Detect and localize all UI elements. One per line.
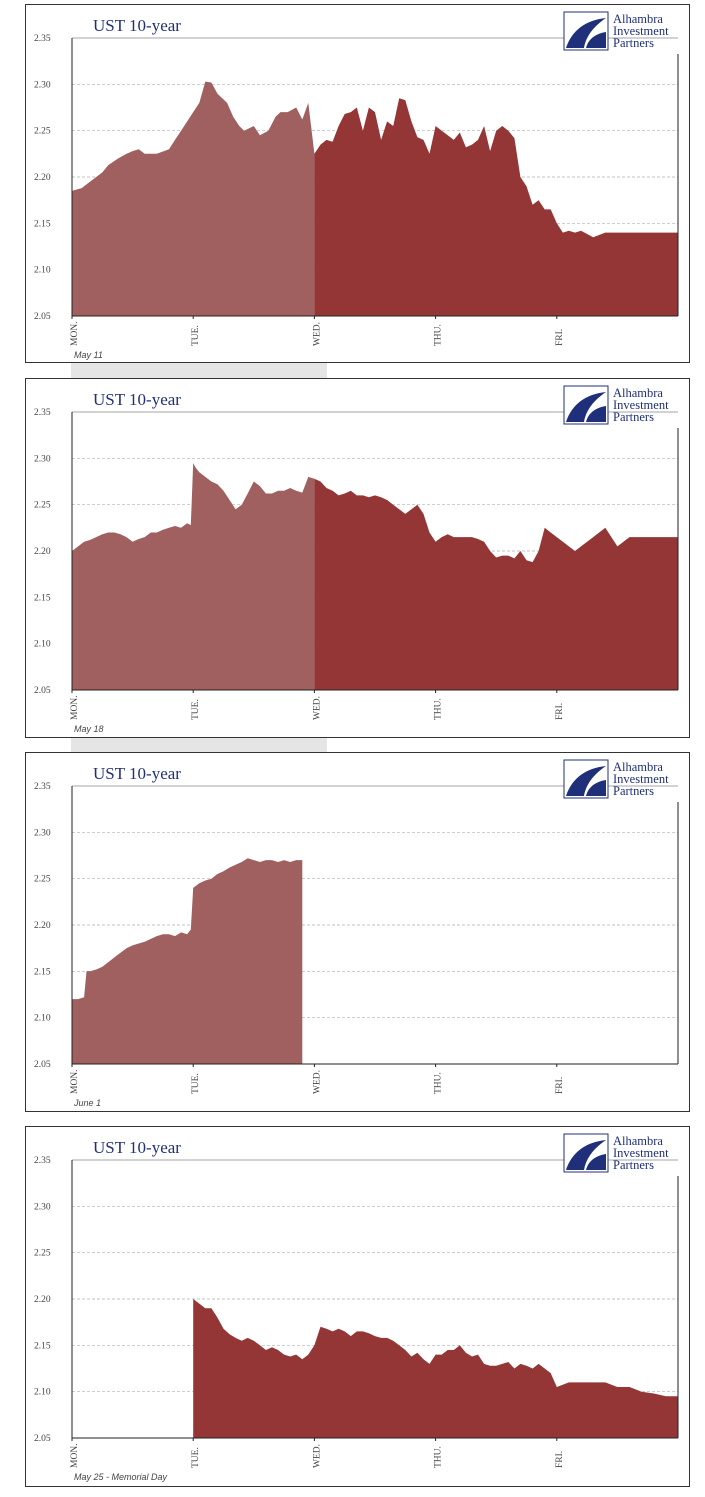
x-tick-label: MON. — [70, 1443, 80, 1468]
alhambra-crescent-logo-icon — [563, 385, 609, 425]
area-series-2 — [314, 478, 678, 690]
y-tick-label: 2.35 — [34, 782, 51, 792]
y-tick-label: 2.25 — [34, 501, 51, 511]
y-tick-label: 2.30 — [34, 454, 51, 464]
x-tick-label: WED. — [312, 1070, 322, 1094]
logo-text-line3: Partners — [613, 1158, 654, 1172]
y-tick-label: 2.20 — [34, 173, 51, 183]
x-tick-label: FRI. — [555, 703, 565, 720]
chart-svg-may-18: 2.35 2.30 2.25 2.20 2.15 2.10 2.05 MON. TUE. WED.… — [34, 385, 679, 734]
logo-text-line2: Investment — [613, 24, 669, 38]
x-tick-label: TUE. — [191, 699, 201, 720]
y-tick-label: 2.25 — [34, 127, 51, 137]
x-tick-label: THU. — [434, 324, 444, 346]
week-date-label: May 25 - Memorial Day — [74, 1472, 168, 1482]
area-series-1 — [72, 81, 315, 316]
y-tick-label: 2.20 — [34, 1295, 51, 1305]
y-tick-label: 2.35 — [34, 34, 51, 44]
x-tick-label: THU. — [434, 1072, 444, 1094]
y-tick-label: 2.10 — [34, 1014, 51, 1024]
y-tick-label: 2.25 — [34, 875, 51, 885]
y-tick-label: 2.10 — [34, 1388, 51, 1398]
chart-svg-june-1: 2.35 2.30 2.25 2.20 2.15 2.10 2.05 MON. TUE. WED.… — [34, 759, 679, 1108]
chart-panel-3: 2.35 2.30 2.25 2.20 2.15 2.10 2.05 MON. TUE. WED.… — [25, 752, 690, 1112]
x-tick-label: FRI. — [555, 1451, 565, 1468]
logo-crescent-shape — [566, 18, 606, 48]
x-tick-label: FRI. — [555, 329, 565, 346]
y-tick-label: 2.05 — [34, 686, 51, 696]
y-tick-label: 2.25 — [34, 1249, 51, 1259]
logo-lower-shape — [586, 780, 606, 796]
area-series-1 — [72, 858, 303, 1064]
week-date-label: June 1 — [73, 1098, 101, 1108]
x-tick-label: WED. — [312, 1444, 322, 1468]
logo-lower-shape — [586, 1154, 606, 1170]
x-tick-label: TUE. — [191, 325, 201, 346]
y-tick-label: 2.35 — [34, 1156, 51, 1166]
y-tick-label: 2.20 — [34, 921, 51, 931]
y-tick-label: 2.35 — [34, 408, 51, 418]
chart-panel-1: 2.35 2.30 2.25 2.20 2.15 2.10 2.05 MON. TUE. WED.… — [25, 4, 690, 363]
logo-text-line2: Investment — [613, 772, 669, 786]
y-tick-label: 2.10 — [34, 640, 51, 650]
logo-lower-shape — [586, 406, 606, 422]
chart-title: UST 10-year — [93, 16, 181, 35]
y-tick-label: 2.30 — [34, 80, 51, 90]
chart-title: UST 10-year — [93, 1138, 181, 1157]
logo-crescent-shape — [566, 1140, 606, 1170]
logo-text-line1: Alhambra — [613, 12, 663, 26]
logo-text-line3: Partners — [613, 36, 654, 50]
x-tick-label: THU. — [434, 698, 444, 720]
x-tick-label: THU. — [434, 1446, 444, 1468]
x-tick-label: TUE. — [191, 1073, 201, 1094]
y-tick-label: 2.15 — [34, 593, 51, 603]
x-tick-label: TUE. — [191, 1447, 201, 1468]
logo-lower-shape — [586, 32, 606, 48]
x-tick-label: MON. — [70, 1069, 80, 1094]
chart-panel-2: 2.35 2.30 2.25 2.20 2.15 2.10 2.05 MON. TUE. WED.… — [25, 378, 690, 738]
chart-title: UST 10-year — [93, 764, 181, 783]
x-tick-label: WED. — [312, 322, 322, 346]
y-tick-label: 2.30 — [34, 828, 51, 838]
y-tick-label: 2.05 — [34, 1060, 51, 1070]
logo-crescent-shape — [566, 766, 606, 796]
logo-text-line3: Partners — [613, 410, 654, 424]
chart-svg-may-11: 2.35 2.30 2.25 2.20 2.15 2.10 2.05 MON. TUE. WED.… — [34, 11, 679, 360]
alhambra-crescent-logo-icon — [563, 1133, 609, 1173]
alhambra-crescent-logo-icon — [563, 11, 609, 51]
area-series-1 — [193, 1299, 678, 1438]
x-tick-label: MON. — [70, 321, 80, 346]
area-series-1 — [72, 463, 315, 690]
week-date-label: May 11 — [74, 350, 103, 360]
x-tick-label: FRI. — [555, 1077, 565, 1094]
logo-text-line1: Alhambra — [613, 386, 663, 400]
logo-text-line2: Investment — [613, 398, 669, 412]
alhambra-crescent-logo-icon — [563, 759, 609, 799]
y-tick-label: 2.05 — [34, 1434, 51, 1444]
y-tick-label: 2.30 — [34, 1202, 51, 1212]
logo-text-line2: Investment — [613, 1146, 669, 1160]
chart-title: UST 10-year — [93, 390, 181, 409]
logo-crescent-shape — [566, 392, 606, 422]
y-tick-label: 2.20 — [34, 547, 51, 557]
y-tick-label: 2.15 — [34, 967, 51, 977]
x-tick-label: WED. — [312, 696, 322, 720]
logo-text-line3: Partners — [613, 784, 654, 798]
x-tick-label: MON. — [70, 695, 80, 720]
y-tick-label: 2.15 — [34, 219, 51, 229]
area-series-2 — [314, 98, 678, 316]
chart-svg-may-25: 2.35 2.30 2.25 2.20 2.15 2.10 2.05 MON. TUE. WED.… — [34, 1133, 679, 1482]
y-tick-label: 2.10 — [34, 266, 51, 276]
logo-text-line1: Alhambra — [613, 760, 663, 774]
logo-text-line1: Alhambra — [613, 1134, 663, 1148]
chart-panel-4: 2.35 2.30 2.25 2.20 2.15 2.10 2.05 MON. TUE. WED.… — [25, 1126, 690, 1487]
week-date-label: May 18 — [74, 724, 104, 734]
y-tick-label: 2.05 — [34, 312, 51, 322]
y-tick-label: 2.15 — [34, 1341, 51, 1351]
